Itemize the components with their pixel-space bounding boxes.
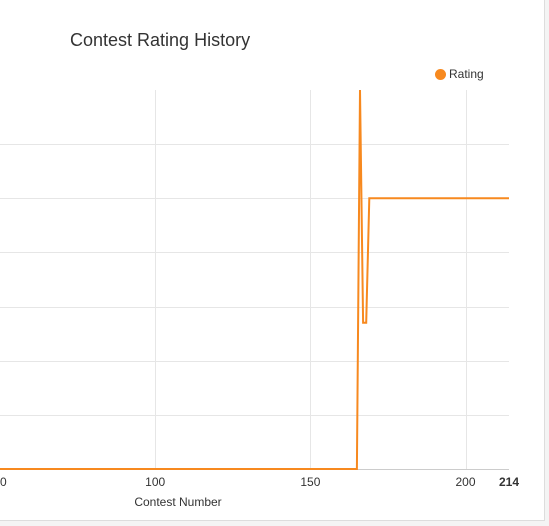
x-axis-title: Contest Number — [134, 495, 221, 509]
legend-label: Rating — [449, 67, 484, 81]
x-tick-label: 214 — [499, 475, 519, 489]
legend-item-rating[interactable]: Rating — [435, 67, 484, 81]
grid — [0, 90, 509, 470]
x-tick-label: 150 — [300, 475, 320, 489]
series-layer — [0, 89, 509, 470]
x-axis: 50 100 150 200 214 — [0, 475, 519, 489]
x-tick-label: 50 — [0, 475, 7, 489]
x-tick-label: 200 — [455, 475, 475, 489]
legend-marker — [435, 68, 446, 80]
x-tick-label: 100 — [145, 475, 165, 489]
series-line-rating — [0, 89, 509, 470]
chart-title: Contest Rating History — [70, 30, 251, 50]
